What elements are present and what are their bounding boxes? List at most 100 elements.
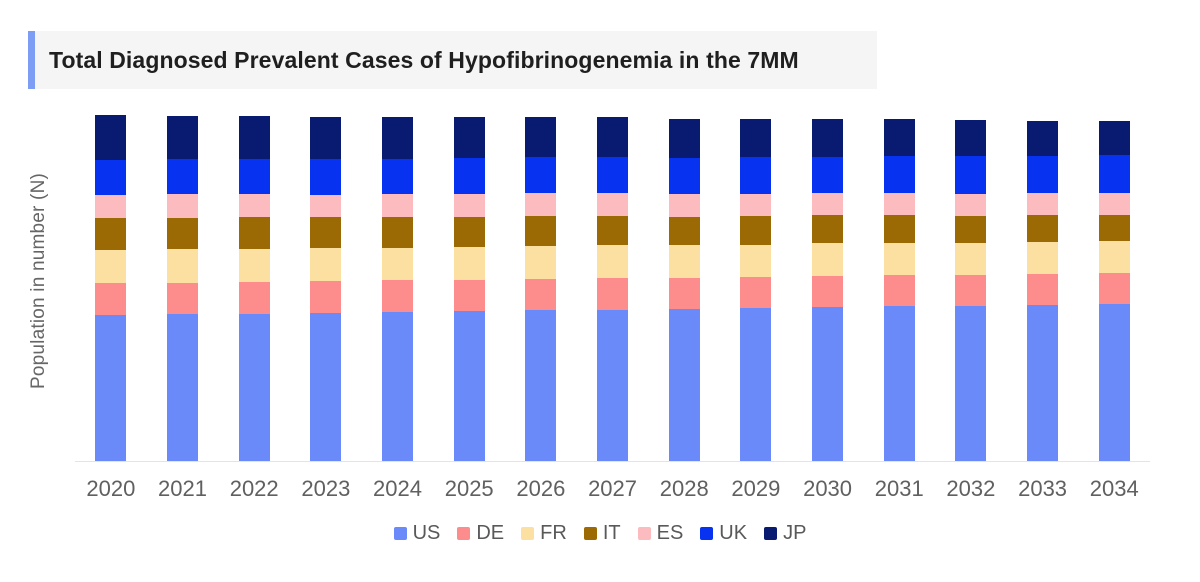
- bar-segment-uk-2029[interactable]: [740, 156, 772, 194]
- bar-segment-jp-2033[interactable]: [1027, 120, 1059, 156]
- legend-item-it[interactable]: IT: [583, 522, 621, 545]
- bar-segment-uk-2033[interactable]: [1027, 155, 1059, 194]
- bar-segment-us-2031[interactable]: [883, 306, 915, 461]
- bar-segment-jp-2034[interactable]: [1098, 120, 1130, 156]
- bar-segment-es-2034[interactable]: [1098, 192, 1130, 215]
- bar-segment-us-2026[interactable]: [525, 310, 557, 461]
- bar-segment-it-2023[interactable]: [310, 217, 342, 249]
- bar-segment-es-2029[interactable]: [740, 193, 772, 217]
- bar-segment-fr-2026[interactable]: [525, 245, 557, 279]
- bar-segment-it-2033[interactable]: [1027, 215, 1059, 242]
- bar-segment-fr-2025[interactable]: [453, 246, 485, 280]
- stacked-bar-2032[interactable]: [955, 120, 987, 461]
- stacked-bar-2029[interactable]: [740, 118, 772, 461]
- bar-segment-fr-2032[interactable]: [955, 242, 987, 275]
- bar-segment-es-2025[interactable]: [453, 193, 485, 217]
- bar-segment-fr-2027[interactable]: [597, 245, 629, 278]
- bar-segment-es-2033[interactable]: [1027, 193, 1059, 216]
- bar-segment-jp-2020[interactable]: [95, 115, 127, 161]
- bar-segment-it-2029[interactable]: [740, 216, 772, 245]
- bar-segment-us-2034[interactable]: [1098, 303, 1130, 461]
- bar-segment-es-2028[interactable]: [668, 194, 700, 217]
- bar-segment-us-2020[interactable]: [95, 315, 127, 461]
- bar-segment-it-2025[interactable]: [453, 216, 485, 247]
- stacked-bar-2026[interactable]: [525, 116, 557, 461]
- bar-segment-de-2022[interactable]: [238, 281, 270, 314]
- bar-segment-es-2023[interactable]: [310, 194, 342, 218]
- bar-segment-de-2021[interactable]: [167, 282, 198, 315]
- bar-segment-it-2027[interactable]: [597, 215, 629, 246]
- bar-segment-uk-2026[interactable]: [525, 157, 557, 194]
- bar-segment-it-2024[interactable]: [382, 217, 414, 248]
- bar-segment-us-2032[interactable]: [955, 305, 987, 461]
- bar-segment-uk-2032[interactable]: [955, 156, 987, 194]
- bar-segment-uk-2034[interactable]: [1098, 155, 1130, 193]
- bar-segment-us-2027[interactable]: [597, 309, 629, 461]
- stacked-bar-2020[interactable]: [95, 115, 127, 461]
- bar-segment-uk-2031[interactable]: [883, 155, 915, 193]
- bar-segment-jp-2025[interactable]: [453, 117, 485, 159]
- bar-segment-it-2030[interactable]: [812, 215, 844, 244]
- stacked-bar-2024[interactable]: [382, 116, 414, 461]
- stacked-bar-2023[interactable]: [310, 116, 342, 461]
- bar-segment-uk-2021[interactable]: [167, 159, 198, 195]
- bar-segment-de-2020[interactable]: [95, 283, 127, 315]
- bar-segment-us-2028[interactable]: [668, 308, 700, 461]
- bar-segment-jp-2024[interactable]: [382, 116, 414, 159]
- bar-segment-uk-2022[interactable]: [238, 159, 270, 194]
- stacked-bar-2033[interactable]: [1027, 120, 1059, 461]
- bar-segment-jp-2021[interactable]: [167, 115, 198, 160]
- bar-segment-it-2032[interactable]: [955, 215, 987, 243]
- stacked-bar-2034[interactable]: [1098, 120, 1130, 461]
- bar-segment-jp-2026[interactable]: [525, 116, 557, 158]
- bar-segment-uk-2023[interactable]: [310, 159, 342, 195]
- bar-segment-uk-2024[interactable]: [382, 158, 414, 195]
- bar-segment-es-2026[interactable]: [525, 193, 557, 216]
- legend-item-us[interactable]: US: [393, 522, 440, 545]
- bar-segment-fr-2031[interactable]: [883, 242, 915, 276]
- stacked-bar-2028[interactable]: [668, 118, 700, 461]
- bar-segment-es-2021[interactable]: [167, 194, 198, 218]
- bar-segment-de-2028[interactable]: [668, 277, 700, 309]
- bar-segment-es-2031[interactable]: [883, 192, 915, 216]
- bar-segment-fr-2020[interactable]: [95, 250, 127, 284]
- bar-segment-it-2034[interactable]: [1098, 214, 1130, 241]
- bar-segment-us-2025[interactable]: [453, 311, 485, 461]
- bar-segment-us-2029[interactable]: [740, 308, 772, 461]
- bar-segment-us-2021[interactable]: [167, 314, 198, 461]
- bar-segment-it-2022[interactable]: [238, 217, 270, 249]
- bar-segment-de-2030[interactable]: [812, 275, 844, 307]
- bar-segment-es-2022[interactable]: [238, 193, 270, 218]
- bar-segment-fr-2029[interactable]: [740, 244, 772, 278]
- bar-segment-us-2022[interactable]: [238, 313, 270, 461]
- bar-segment-us-2033[interactable]: [1027, 304, 1059, 461]
- bar-segment-de-2034[interactable]: [1098, 273, 1130, 304]
- bar-segment-jp-2028[interactable]: [668, 118, 700, 158]
- bar-segment-fr-2033[interactable]: [1027, 241, 1059, 274]
- bar-segment-us-2030[interactable]: [812, 307, 844, 461]
- bar-segment-fr-2022[interactable]: [238, 248, 270, 282]
- stacked-bar-2030[interactable]: [812, 119, 844, 461]
- bar-segment-es-2032[interactable]: [955, 193, 987, 216]
- stacked-bar-2031[interactable]: [883, 119, 915, 461]
- bar-segment-de-2032[interactable]: [955, 274, 987, 306]
- bar-segment-uk-2025[interactable]: [453, 158, 485, 194]
- bar-segment-de-2029[interactable]: [740, 277, 772, 309]
- bar-segment-es-2027[interactable]: [597, 193, 629, 216]
- stacked-bar-2027[interactable]: [597, 117, 629, 461]
- bar-segment-fr-2024[interactable]: [382, 247, 414, 281]
- bar-segment-uk-2030[interactable]: [812, 156, 844, 194]
- bar-segment-es-2030[interactable]: [812, 193, 844, 216]
- bar-segment-de-2023[interactable]: [310, 281, 342, 313]
- bar-segment-fr-2030[interactable]: [812, 243, 844, 276]
- bar-segment-it-2031[interactable]: [883, 215, 915, 243]
- bar-segment-de-2033[interactable]: [1027, 273, 1059, 305]
- stacked-bar-2021[interactable]: [167, 115, 198, 461]
- bar-segment-it-2026[interactable]: [525, 215, 557, 246]
- bar-segment-de-2026[interactable]: [525, 278, 557, 311]
- bar-segment-fr-2028[interactable]: [668, 245, 700, 278]
- bar-segment-uk-2027[interactable]: [597, 156, 629, 194]
- bar-segment-fr-2023[interactable]: [310, 248, 342, 282]
- bar-segment-uk-2028[interactable]: [668, 157, 700, 195]
- legend-item-de[interactable]: DE: [457, 522, 504, 545]
